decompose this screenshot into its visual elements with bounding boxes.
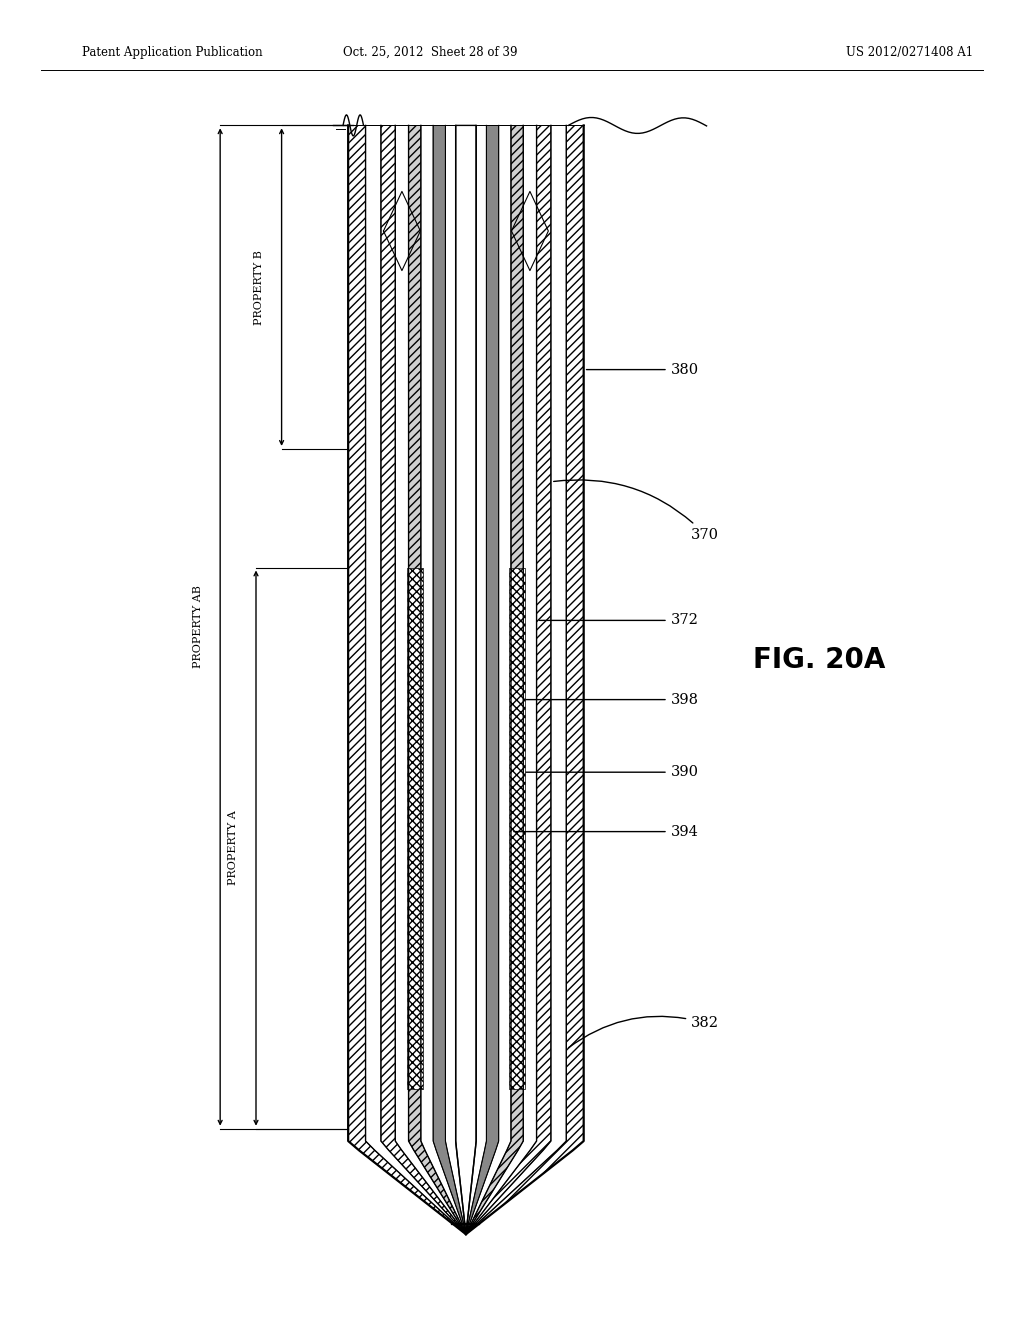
Text: 370: 370 (554, 480, 719, 541)
Polygon shape (409, 125, 466, 1234)
Polygon shape (381, 125, 466, 1234)
Text: US 2012/0271408 A1: US 2012/0271408 A1 (846, 46, 973, 59)
Polygon shape (456, 125, 476, 1234)
Text: Oct. 25, 2012  Sheet 28 of 39: Oct. 25, 2012 Sheet 28 of 39 (343, 46, 517, 59)
Text: FIG. 20A: FIG. 20A (753, 645, 886, 675)
Text: Patent Application Publication: Patent Application Publication (82, 46, 262, 59)
Polygon shape (348, 125, 466, 1234)
Polygon shape (348, 125, 584, 1234)
Polygon shape (466, 125, 584, 1234)
Polygon shape (407, 568, 423, 1089)
Polygon shape (509, 568, 525, 1089)
Text: 382: 382 (568, 1016, 719, 1048)
Polygon shape (433, 125, 466, 1234)
Text: PROPERTY A: PROPERTY A (228, 810, 239, 886)
Polygon shape (466, 125, 523, 1234)
Text: 380: 380 (587, 363, 698, 376)
Polygon shape (466, 125, 499, 1234)
Polygon shape (466, 125, 551, 1234)
Text: 372: 372 (540, 614, 698, 627)
Text: 394: 394 (514, 825, 698, 838)
Text: PROPERTY B: PROPERTY B (254, 249, 264, 325)
Text: PROPERTY AB: PROPERTY AB (193, 586, 203, 668)
Text: 390: 390 (526, 766, 698, 779)
Text: 398: 398 (526, 693, 698, 706)
